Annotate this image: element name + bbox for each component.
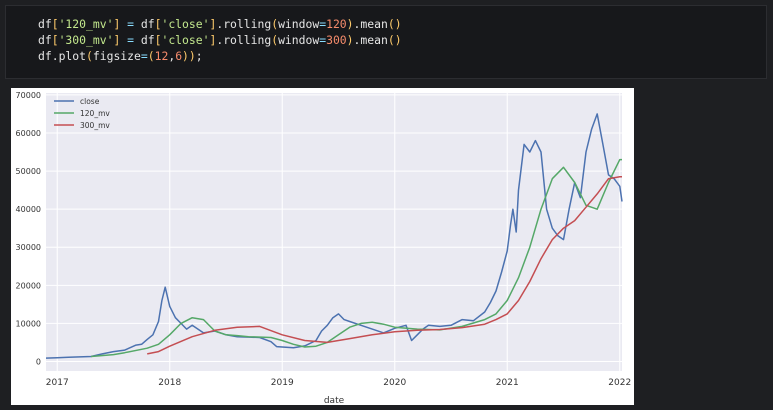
series-line-300_mv [147,176,622,355]
plot-area [46,93,622,371]
code-cell[interactable]: df['120_mv'] = df['close'].rolling(windo… [5,5,767,79]
y-tick-label: 40000 [16,205,41,214]
code-line-1: df['120_mv'] = df['close'].rolling(windo… [38,17,402,31]
x-tick-label: 2018 [158,378,181,388]
legend-label: 120_mv [80,109,110,118]
x-tick-label: 2021 [496,378,519,388]
legend-label: 300_mv [80,121,110,130]
y-tick-label: 20000 [16,281,41,290]
y-tick-label: 70000 [16,91,41,100]
y-tick-label: 10000 [16,319,41,328]
y-tick-label: 0 [36,357,41,366]
y-tick-label: 30000 [16,243,41,252]
x-tick-label: 2017 [46,378,69,388]
legend-label: close [80,97,100,106]
line-chart: 0 10000 20000 30000 40000 50000 60000 70000 2017… [16,91,632,406]
x-tick-label: 2019 [271,378,294,388]
plot-output: 0 10000 20000 30000 40000 50000 60000 70000 2017… [11,88,634,406]
x-axis-label: date [324,396,345,405]
code-line-3: df.plot(figsize=(12,6)); [38,49,203,63]
y-tick-label: 50000 [16,167,41,176]
code-line-2: df['300_mv'] = df['close'].rolling(windo… [38,33,402,47]
x-tick-label: 2022 [608,378,631,388]
series-line-close [45,113,623,359]
series-line-120_mv [90,158,622,358]
x-tick-label: 2020 [383,378,406,388]
y-tick-label: 60000 [16,129,41,138]
